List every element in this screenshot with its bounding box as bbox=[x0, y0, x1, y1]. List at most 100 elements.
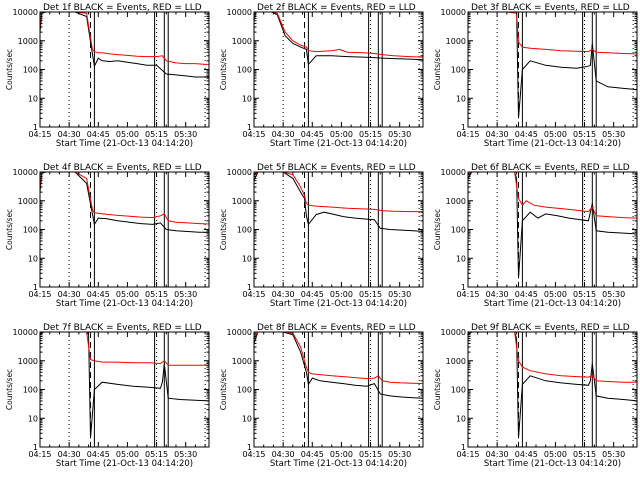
y-tick-label: 1 bbox=[461, 123, 466, 132]
y-tick-label: 1 bbox=[247, 123, 252, 132]
x-tick-label: 04:45 bbox=[87, 290, 110, 299]
events-series-line bbox=[468, 332, 637, 439]
plot-frame bbox=[39, 11, 210, 128]
y-tick-label: 10000 bbox=[13, 8, 38, 17]
x-tick-label: 04:45 bbox=[301, 450, 324, 459]
y-tick-label: 100 bbox=[451, 226, 466, 235]
y-axis-label: Counts/sec bbox=[5, 49, 14, 90]
panel-title: Det 5f BLACK = Events, RED = LLD bbox=[257, 163, 416, 173]
x-tick-label: 05:15 bbox=[359, 450, 382, 459]
x-axis-label: Start Time (21-Oct-13 04:14:20) bbox=[484, 459, 621, 469]
events-series-line bbox=[254, 12, 423, 66]
y-tick-label: 1000 bbox=[446, 197, 466, 206]
y-tick-label: 1 bbox=[247, 443, 252, 452]
x-tick-label: 05:15 bbox=[145, 130, 168, 139]
y-axis-label: Counts/sec bbox=[219, 49, 228, 90]
x-tick-label: 05:30 bbox=[174, 290, 197, 299]
lld-series-line bbox=[40, 332, 209, 366]
x-tick-label: 04:30 bbox=[486, 290, 509, 299]
x-tick-label: 04:30 bbox=[58, 290, 81, 299]
x-tick-label: 04:45 bbox=[301, 290, 324, 299]
detector-panel-5: 1 10 100 1000 10000 04:15 04:30 04:45 05:00 05:15… bbox=[219, 163, 424, 309]
y-tick-label: 1 bbox=[33, 283, 38, 292]
x-tick-label: 05:15 bbox=[359, 290, 382, 299]
x-tick-label: 05:15 bbox=[145, 290, 168, 299]
panel-title: Det 4f BLACK = Events, RED = LLD bbox=[43, 163, 202, 173]
marker-lines bbox=[68, 12, 206, 127]
x-tick-label: 05:00 bbox=[116, 130, 139, 139]
x-tick-label: 05:30 bbox=[602, 450, 625, 459]
x-axis-label: Start Time (21-Oct-13 04:14:20) bbox=[484, 139, 621, 149]
panel-title: Det 3f BLACK = Events, RED = LLD bbox=[471, 3, 630, 13]
x-tick-label: 04:15 bbox=[456, 450, 479, 459]
events-series-line bbox=[254, 332, 423, 399]
x-tick-label: 04:15 bbox=[242, 290, 265, 299]
detector-panel-6: 1 10 100 1000 10000 04:15 04:30 04:45 05:00 05:15… bbox=[433, 163, 638, 309]
y-tick-label: 1000 bbox=[232, 197, 252, 206]
detector-panel-3: 1 10 100 1000 10000 04:15 04:30 04:45 05:00 05:15… bbox=[433, 3, 638, 149]
y-tick-label: 1000 bbox=[446, 37, 466, 46]
y-tick-label: 10000 bbox=[441, 8, 466, 17]
plot-frame bbox=[467, 171, 638, 288]
x-tick-label: 04:15 bbox=[28, 130, 51, 139]
detector-panel-9: 1 10 100 1000 10000 04:15 04:30 04:45 05:00 05:15… bbox=[433, 323, 638, 469]
events-series-line bbox=[468, 12, 637, 119]
y-tick-label: 1000 bbox=[232, 37, 252, 46]
events-series-line bbox=[254, 172, 423, 232]
y-tick-label: 10 bbox=[456, 414, 466, 423]
lld-series-line bbox=[468, 172, 637, 219]
x-tick-label: 04:45 bbox=[515, 130, 538, 139]
detector-panel-2: 1 10 100 1000 10000 04:15 04:30 04:45 05:00 05:15… bbox=[219, 3, 424, 149]
lld-series-line bbox=[254, 172, 423, 213]
x-tick-label: 05:30 bbox=[602, 130, 625, 139]
y-tick-label: 10 bbox=[28, 414, 38, 423]
marker-lines bbox=[68, 172, 206, 287]
panel-title: Det 7f BLACK = Events, RED = LLD bbox=[43, 323, 202, 333]
x-tick-label: 05:15 bbox=[573, 290, 596, 299]
events-series-line bbox=[468, 172, 637, 279]
events-series-line bbox=[40, 172, 209, 233]
x-tick-label: 04:45 bbox=[301, 130, 324, 139]
y-axis-label: Counts/sec bbox=[219, 369, 228, 410]
x-tick-label: 05:00 bbox=[116, 290, 139, 299]
x-tick-label: 04:45 bbox=[87, 450, 110, 459]
y-axis-label: Counts/sec bbox=[433, 49, 442, 90]
y-tick-label: 1 bbox=[247, 283, 252, 292]
y-tick-label: 100 bbox=[237, 226, 252, 235]
x-tick-label: 05:15 bbox=[145, 450, 168, 459]
x-tick-label: 05:00 bbox=[330, 290, 353, 299]
plot-frame bbox=[39, 171, 210, 288]
x-tick-label: 04:15 bbox=[456, 290, 479, 299]
y-tick-label: 100 bbox=[451, 66, 466, 75]
x-axis-label: Start Time (21-Oct-13 04:14:20) bbox=[56, 299, 193, 309]
y-tick-label: 10 bbox=[242, 414, 252, 423]
x-tick-label: 05:15 bbox=[573, 130, 596, 139]
y-tick-label: 100 bbox=[451, 386, 466, 395]
y-tick-label: 10000 bbox=[227, 168, 252, 177]
y-tick-label: 1000 bbox=[232, 357, 252, 366]
x-tick-label: 05:30 bbox=[174, 450, 197, 459]
lld-series-line bbox=[468, 332, 637, 383]
x-tick-label: 05:30 bbox=[388, 450, 411, 459]
panel-title: Det 2f BLACK = Events, RED = LLD bbox=[257, 3, 416, 13]
y-tick-label: 100 bbox=[23, 66, 38, 75]
x-tick-label: 04:30 bbox=[486, 130, 509, 139]
x-axis-label: Start Time (21-Oct-13 04:14:20) bbox=[270, 139, 407, 149]
x-tick-label: 05:15 bbox=[359, 130, 382, 139]
detector-panel-1: 1 10 100 1000 10000 04:15 04:30 04:45 05:00 05:15… bbox=[5, 3, 210, 149]
x-tick-label: 05:00 bbox=[330, 130, 353, 139]
y-tick-label: 10 bbox=[242, 94, 252, 103]
y-tick-label: 1000 bbox=[18, 357, 38, 366]
panel-title: Det 8f BLACK = Events, RED = LLD bbox=[257, 323, 416, 333]
x-tick-label: 05:30 bbox=[174, 130, 197, 139]
y-tick-label: 10 bbox=[28, 254, 38, 263]
y-tick-label: 1 bbox=[461, 283, 466, 292]
plot-frame bbox=[253, 331, 424, 448]
y-axis-label: Counts/sec bbox=[433, 209, 442, 250]
marker-lines bbox=[282, 172, 420, 287]
x-tick-label: 04:15 bbox=[242, 130, 265, 139]
plot-frame bbox=[467, 11, 638, 128]
y-tick-label: 10 bbox=[28, 94, 38, 103]
y-tick-label: 100 bbox=[23, 386, 38, 395]
y-tick-label: 10 bbox=[456, 254, 466, 263]
